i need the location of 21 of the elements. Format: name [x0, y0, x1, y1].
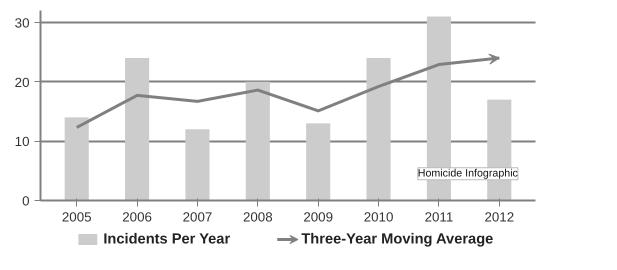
x-tick-label: 2005 — [62, 210, 92, 224]
bar — [246, 82, 270, 200]
x-tick-label: 2008 — [242, 210, 273, 224]
y-tick-label: 30 — [14, 15, 30, 30]
y-tick-label: 10 — [14, 134, 30, 150]
annotation: Homicide Infographic — [418, 168, 519, 180]
y-tick-label: 0 — [22, 194, 30, 208]
x-tick-label: 2009 — [303, 210, 334, 224]
bar — [64, 117, 89, 200]
x-tick-label: 2011 — [424, 210, 454, 224]
x-tick-label: 2006 — [122, 210, 152, 224]
bar — [366, 58, 391, 200]
legend-label: Incidents Per Year — [103, 232, 230, 248]
x-tick-label: 2010 — [364, 210, 394, 224]
bar — [185, 129, 210, 200]
x-tick-label: 2007 — [182, 210, 212, 224]
bar — [306, 123, 330, 200]
y-tick-label: 20 — [14, 74, 30, 90]
legend-label: Three-Year Moving Average — [301, 232, 494, 248]
x-tick-label: 2012 — [484, 210, 514, 224]
bar — [125, 58, 150, 200]
